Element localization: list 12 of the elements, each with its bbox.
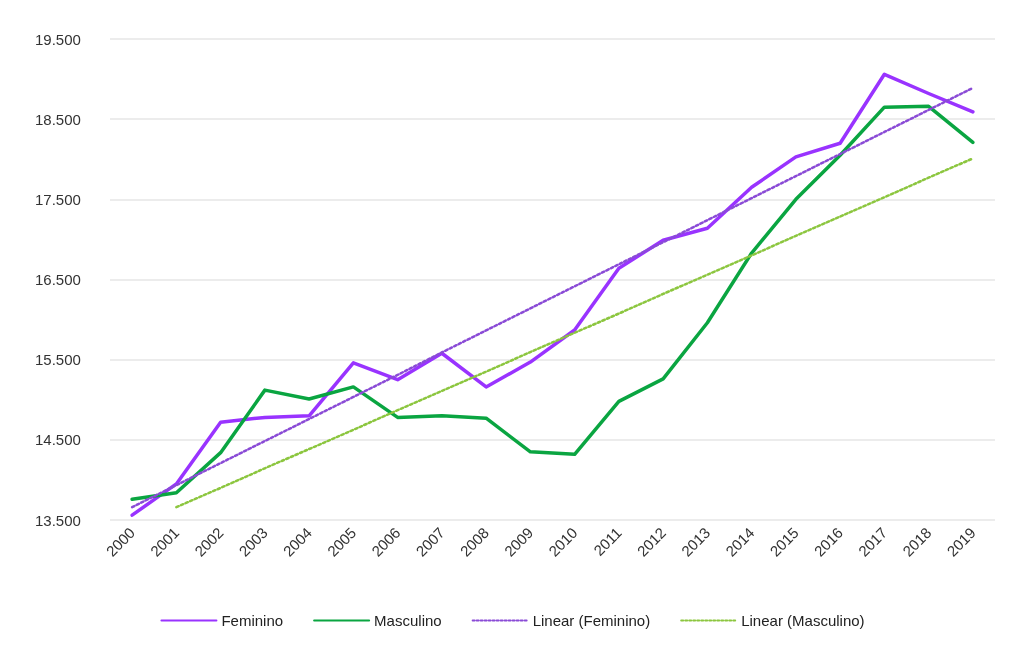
y-tick-label: 14.500 — [35, 431, 81, 449]
line-series — [175, 157, 975, 509]
y-tick-label: 17.500 — [35, 190, 81, 208]
y-tick-label: 18.500 — [35, 110, 81, 128]
y-tick-label: 19.500 — [35, 30, 81, 48]
y-tick-label: 15.500 — [35, 351, 81, 369]
legend-label: Linear (Masculino) — [741, 612, 865, 629]
legend-label: Linear (Feminino) — [532, 612, 651, 629]
y-tick-label: 16.500 — [35, 271, 81, 288]
legend-label: Feminino — [221, 612, 284, 629]
legend-label: Masculino — [374, 612, 442, 629]
y-tick-label: 13.500 — [35, 511, 81, 529]
